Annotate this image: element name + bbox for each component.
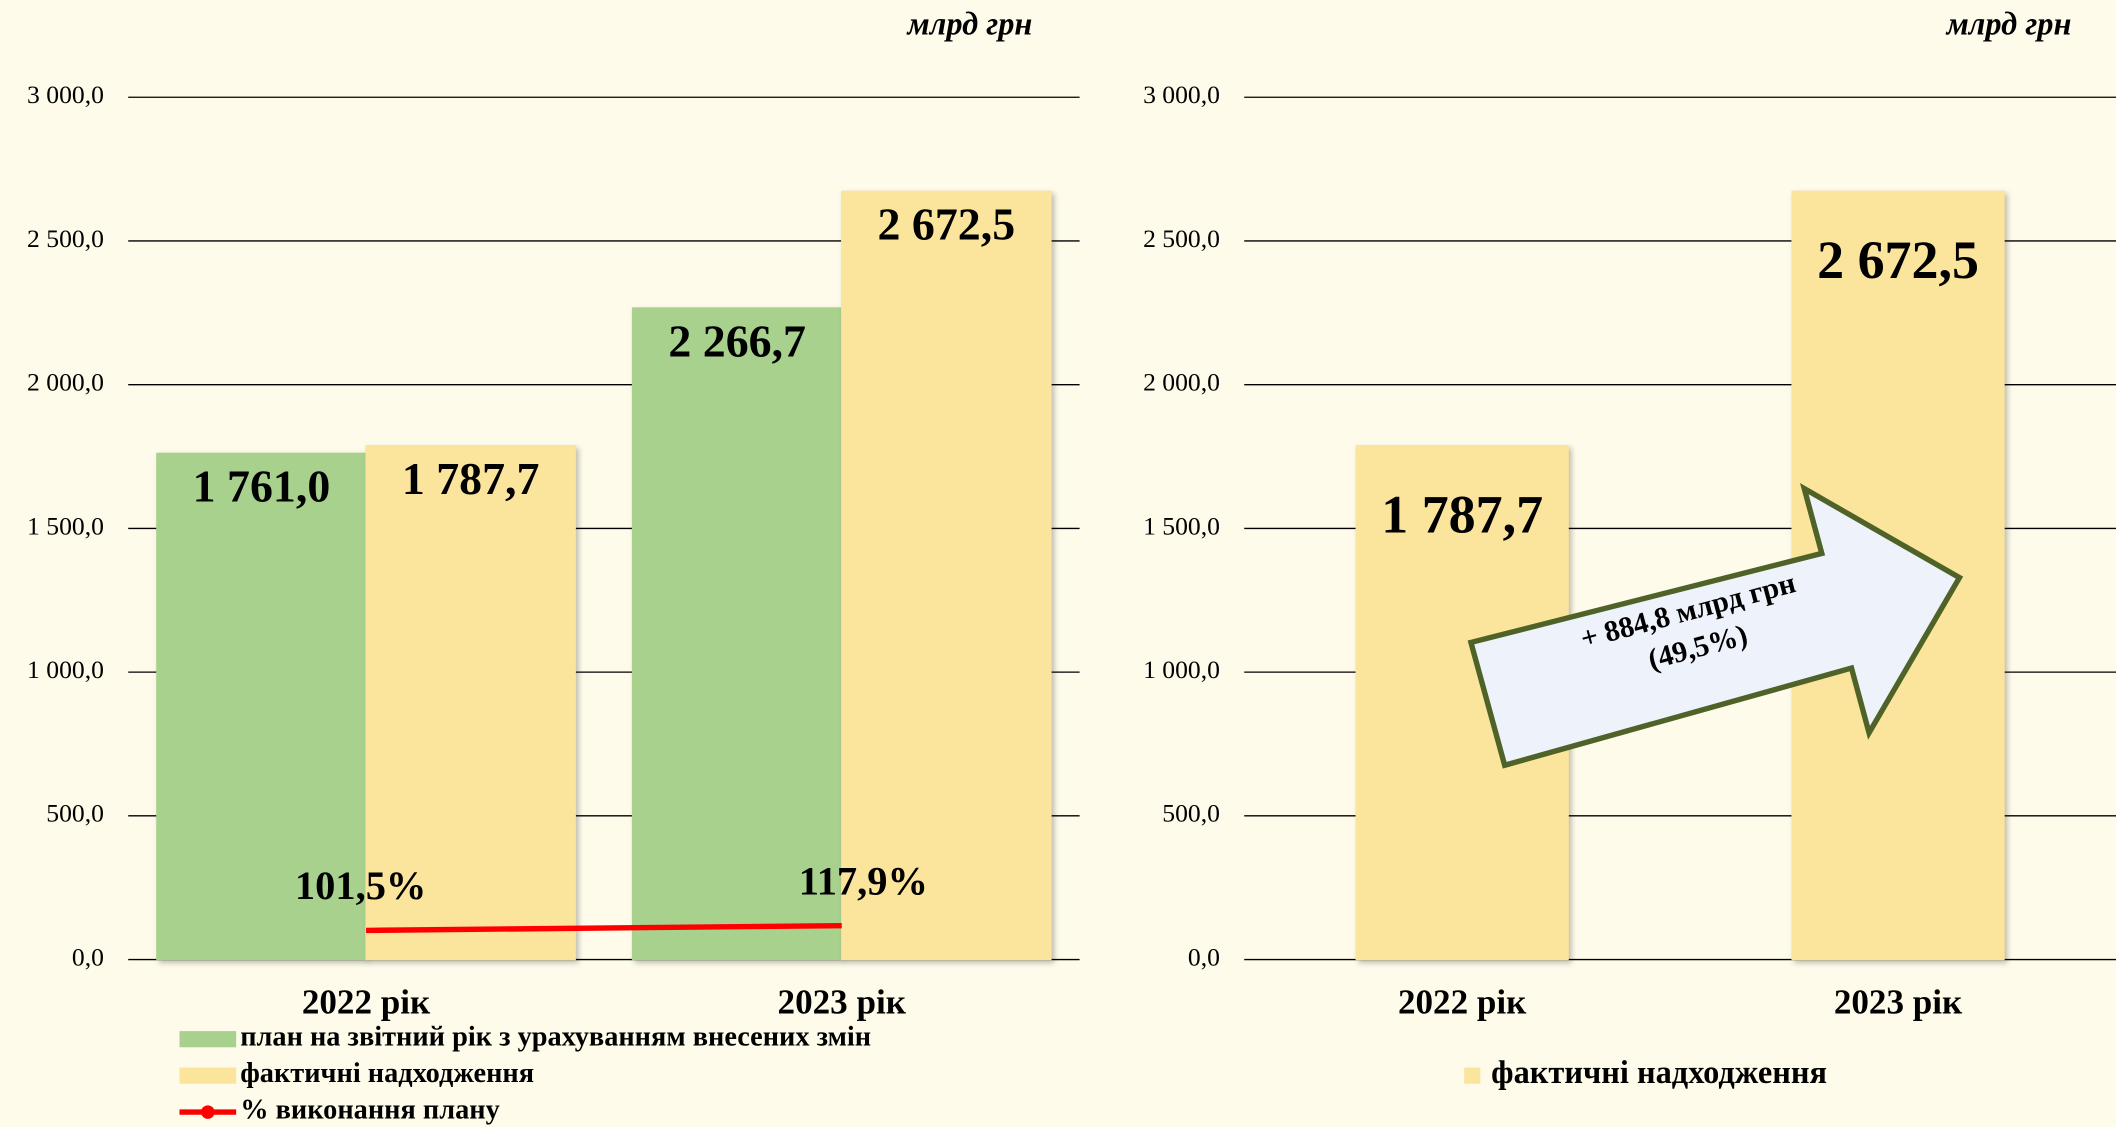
legend-label: план на звітний рік з урахуванням внесен…	[240, 1022, 871, 1053]
y-tick-label: 1 500,0	[1143, 511, 1220, 540]
y-tick-label: 0,0	[1188, 942, 1220, 971]
unit-label: млрд грн	[1945, 7, 2072, 43]
y-tick-label: 2 500,0	[27, 224, 104, 253]
text-layer: млрд грн 0,0 500,0 1 000,0 1 500,0 2 000,0 2 5…	[27, 7, 2071, 1126]
y-tick-label: 3 000,0	[1143, 80, 1220, 109]
legend-swatch	[1464, 1067, 1481, 1084]
y-tick-label: 500,0	[46, 799, 104, 828]
legend-marker	[201, 1105, 215, 1119]
data-label: 2 266,7	[668, 315, 806, 366]
legend-label: фактичні надходження	[240, 1058, 534, 1089]
data-label: 117,9%	[799, 858, 928, 903]
legend-swatch	[179, 1031, 237, 1048]
y-tick-label: 2 500,0	[1143, 224, 1220, 253]
legend-label: % виконання плану	[240, 1095, 500, 1126]
y-tick-label: 500,0	[1162, 799, 1220, 828]
legend-label: фактичні надходження	[1491, 1055, 1827, 1091]
data-label: 1 787,7	[402, 453, 540, 504]
arrow-shape	[1467, 483, 1964, 769]
bar	[156, 452, 367, 961]
y-tick-label: 0,0	[72, 942, 104, 971]
x-tick-label: 2022 рік	[302, 983, 431, 1022]
growth-arrow: + 884,8 млрд грн (49,5%)	[1467, 483, 1964, 769]
x-tick-label: 2023 рік	[778, 983, 907, 1022]
x-tick-label: 2023 рік	[1834, 983, 1963, 1022]
legend-swatch	[179, 1067, 237, 1084]
y-tick-label: 1 000,0	[1143, 655, 1220, 684]
y-tick-label: 3 000,0	[27, 80, 104, 109]
x-tick-label: 2022 рік	[1398, 983, 1527, 1022]
y-tick-label: 2 000,0	[1143, 368, 1220, 397]
marks-layer	[156, 190, 2005, 961]
data-label: 1 761,0	[193, 461, 331, 512]
line	[366, 922, 842, 934]
y-tick-label: 1 000,0	[27, 655, 104, 684]
unit-label: млрд грн	[906, 7, 1033, 43]
y-tick-label: 1 500,0	[27, 511, 104, 540]
data-label: 2 672,5	[1817, 230, 1979, 290]
data-label: 101,5%	[295, 863, 427, 908]
bar	[841, 190, 1052, 961]
data-label: 1 787,7	[1381, 484, 1543, 544]
data-label: 2 672,5	[878, 199, 1016, 250]
y-tick-label: 2 000,0	[27, 368, 104, 397]
bar	[365, 445, 576, 961]
